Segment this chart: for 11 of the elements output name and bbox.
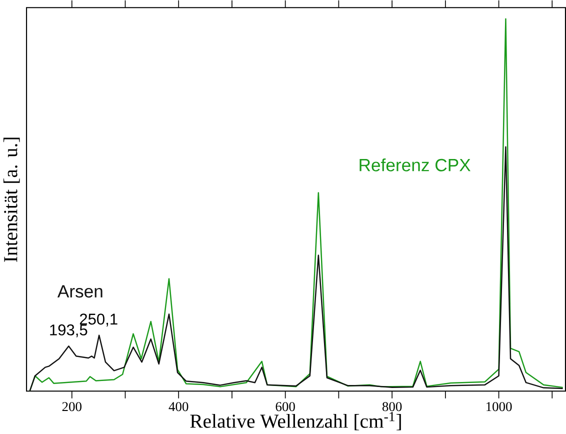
annotation: 193,5: [50, 324, 88, 338]
x-tick-label: 400: [168, 402, 188, 412]
y-axis-title: Intensität [a. u.]: [3, 138, 20, 262]
annotation: 250,1: [80, 314, 118, 327]
x-tick-label: 200: [62, 402, 82, 412]
x-tick-label: 1000: [486, 402, 512, 412]
x-tick-label: 600: [276, 402, 295, 412]
x-tick-label: 800: [382, 402, 402, 412]
text: Arsen: [57, 285, 102, 298]
series-label: Referenz CPX: [360, 158, 470, 172]
x-axis-title: Relative Wellenzahl [cm$^{-1}$]: [190, 412, 401, 430]
